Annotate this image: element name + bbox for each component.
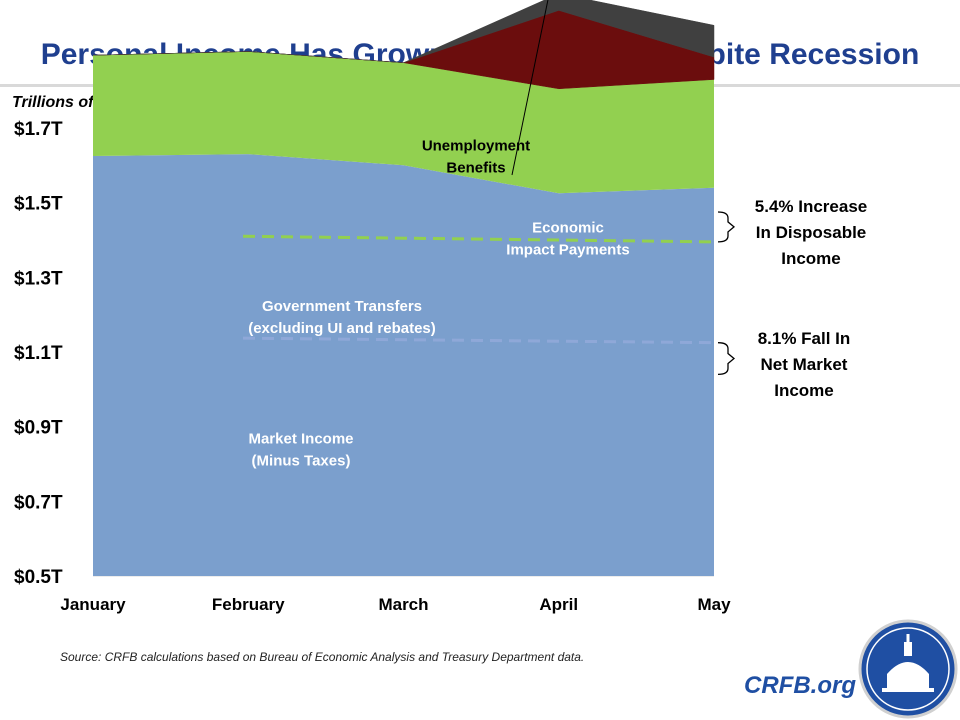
x-tick-label-2: March xyxy=(378,595,428,614)
series-label-transfers: Government Transfers (excluding UI and re… xyxy=(248,298,436,337)
annotation-market-income-fall: 8.1% Fall In Net Market Income xyxy=(758,329,851,400)
source-note: Source: CRFB calculations based on Burea… xyxy=(60,650,585,664)
brace-market-income-fall xyxy=(717,342,736,376)
footer-site: CRFB.org xyxy=(744,672,856,699)
y-tick-label-4: $1.3T xyxy=(14,268,63,289)
series-label-eip-line-0: Economic xyxy=(532,220,604,237)
series-label-ui: Unemployment Benefits xyxy=(422,137,530,176)
x-tick-label-4: May xyxy=(697,595,731,614)
series-labels: Market Income (Minus Taxes) Government Tra… xyxy=(248,0,630,469)
reference-lines xyxy=(242,234,715,345)
series-label-eip: Economic Impact Payments xyxy=(506,220,629,259)
x-tick-label-1: February xyxy=(212,595,285,614)
brace-disposable-income-increase xyxy=(717,211,736,243)
area-series-1 xyxy=(93,51,714,194)
y-tick-label-2: $0.9T xyxy=(14,418,63,439)
annotation-disposable-income-increase-line-2: Income xyxy=(781,249,841,268)
annotation-market-income-fall-line-0: 8.1% Fall In xyxy=(758,329,851,348)
crfb-seal-icon xyxy=(858,619,958,719)
series-label-ui-line-1: Benefits xyxy=(446,159,505,176)
x-axis-ticks: January February March April May xyxy=(60,595,731,614)
stacked-areas xyxy=(92,0,715,576)
y-tick-label-6: $1.7T xyxy=(14,119,63,140)
annotation-market-income-fall-line-2: Income xyxy=(774,381,834,400)
x-tick-label-0: January xyxy=(60,595,126,614)
y-axis-ticks: $0.5T $0.7T $0.9T $1.1T $1.3T $1.5T $1.7T xyxy=(14,119,63,588)
annotation-disposable-income-increase: 5.4% Increase In Disposable Income xyxy=(755,197,867,268)
y-tick-label-5: $1.5T xyxy=(14,194,63,215)
y-tick-label-3: $1.1T xyxy=(14,343,63,364)
ui-label-leader xyxy=(511,0,549,176)
series-label-transfers-line-0: Government Transfers xyxy=(262,298,422,315)
series-label-market-line-1: (Minus Taxes) xyxy=(252,452,351,469)
annotation-market-income-fall-line-1: Net Market xyxy=(761,355,848,374)
series-label-market-line-0: Market Income xyxy=(248,430,353,447)
x-tick-label-3: April xyxy=(539,595,578,614)
reference-line-1 xyxy=(242,336,715,345)
reference-line-0 xyxy=(242,234,715,244)
series-label-market: Market Income (Minus Taxes) xyxy=(248,430,353,469)
area-series-3 xyxy=(92,0,715,63)
series-label-ui-line-0: Unemployment xyxy=(422,137,530,154)
annotation-disposable-income-increase-line-1: In Disposable xyxy=(756,223,867,242)
series-label-eip-line-1: Impact Payments xyxy=(506,242,629,259)
y-tick-label-0: $0.5T xyxy=(14,567,63,588)
y-tick-label-1: $0.7T xyxy=(14,492,63,513)
area-series-0 xyxy=(93,154,714,576)
annotation-disposable-income-increase-line-0: 5.4% Increase xyxy=(755,197,867,216)
series-label-transfers-line-1: (excluding UI and rebates) xyxy=(248,320,436,337)
